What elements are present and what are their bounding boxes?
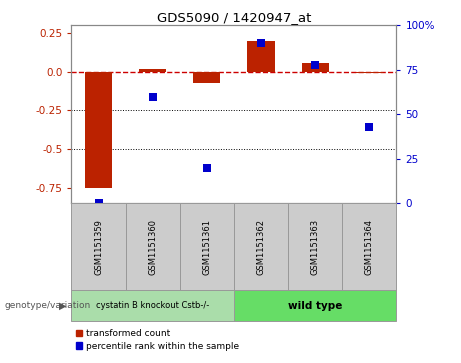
Point bbox=[203, 165, 211, 171]
Point bbox=[312, 62, 319, 68]
Text: GSM1151362: GSM1151362 bbox=[256, 219, 266, 275]
Bar bbox=[139, 69, 166, 72]
Text: genotype/variation: genotype/variation bbox=[5, 301, 91, 310]
Text: cystatin B knockout Cstb-/-: cystatin B knockout Cstb-/- bbox=[96, 301, 209, 310]
Point bbox=[95, 200, 102, 206]
FancyBboxPatch shape bbox=[234, 290, 396, 321]
FancyBboxPatch shape bbox=[180, 203, 234, 290]
Bar bbox=[301, 62, 329, 72]
Text: GSM1151360: GSM1151360 bbox=[148, 219, 157, 275]
FancyBboxPatch shape bbox=[288, 203, 342, 290]
FancyBboxPatch shape bbox=[125, 203, 180, 290]
Text: GSM1151361: GSM1151361 bbox=[202, 219, 212, 275]
Point bbox=[257, 40, 265, 46]
Text: ▶: ▶ bbox=[59, 301, 67, 311]
Point bbox=[366, 124, 373, 130]
Text: GSM1151359: GSM1151359 bbox=[94, 219, 103, 275]
Bar bbox=[193, 72, 220, 83]
Title: GDS5090 / 1420947_at: GDS5090 / 1420947_at bbox=[157, 11, 311, 24]
FancyBboxPatch shape bbox=[342, 203, 396, 290]
Text: GSM1151363: GSM1151363 bbox=[311, 219, 320, 275]
Bar bbox=[356, 72, 383, 73]
FancyBboxPatch shape bbox=[234, 203, 288, 290]
Bar bbox=[85, 72, 112, 188]
Text: wild type: wild type bbox=[288, 301, 343, 311]
FancyBboxPatch shape bbox=[71, 290, 234, 321]
Bar bbox=[248, 41, 275, 72]
Legend: transformed count, percentile rank within the sample: transformed count, percentile rank withi… bbox=[76, 329, 239, 351]
FancyBboxPatch shape bbox=[71, 203, 125, 290]
Text: GSM1151364: GSM1151364 bbox=[365, 219, 374, 275]
Point bbox=[149, 94, 156, 99]
